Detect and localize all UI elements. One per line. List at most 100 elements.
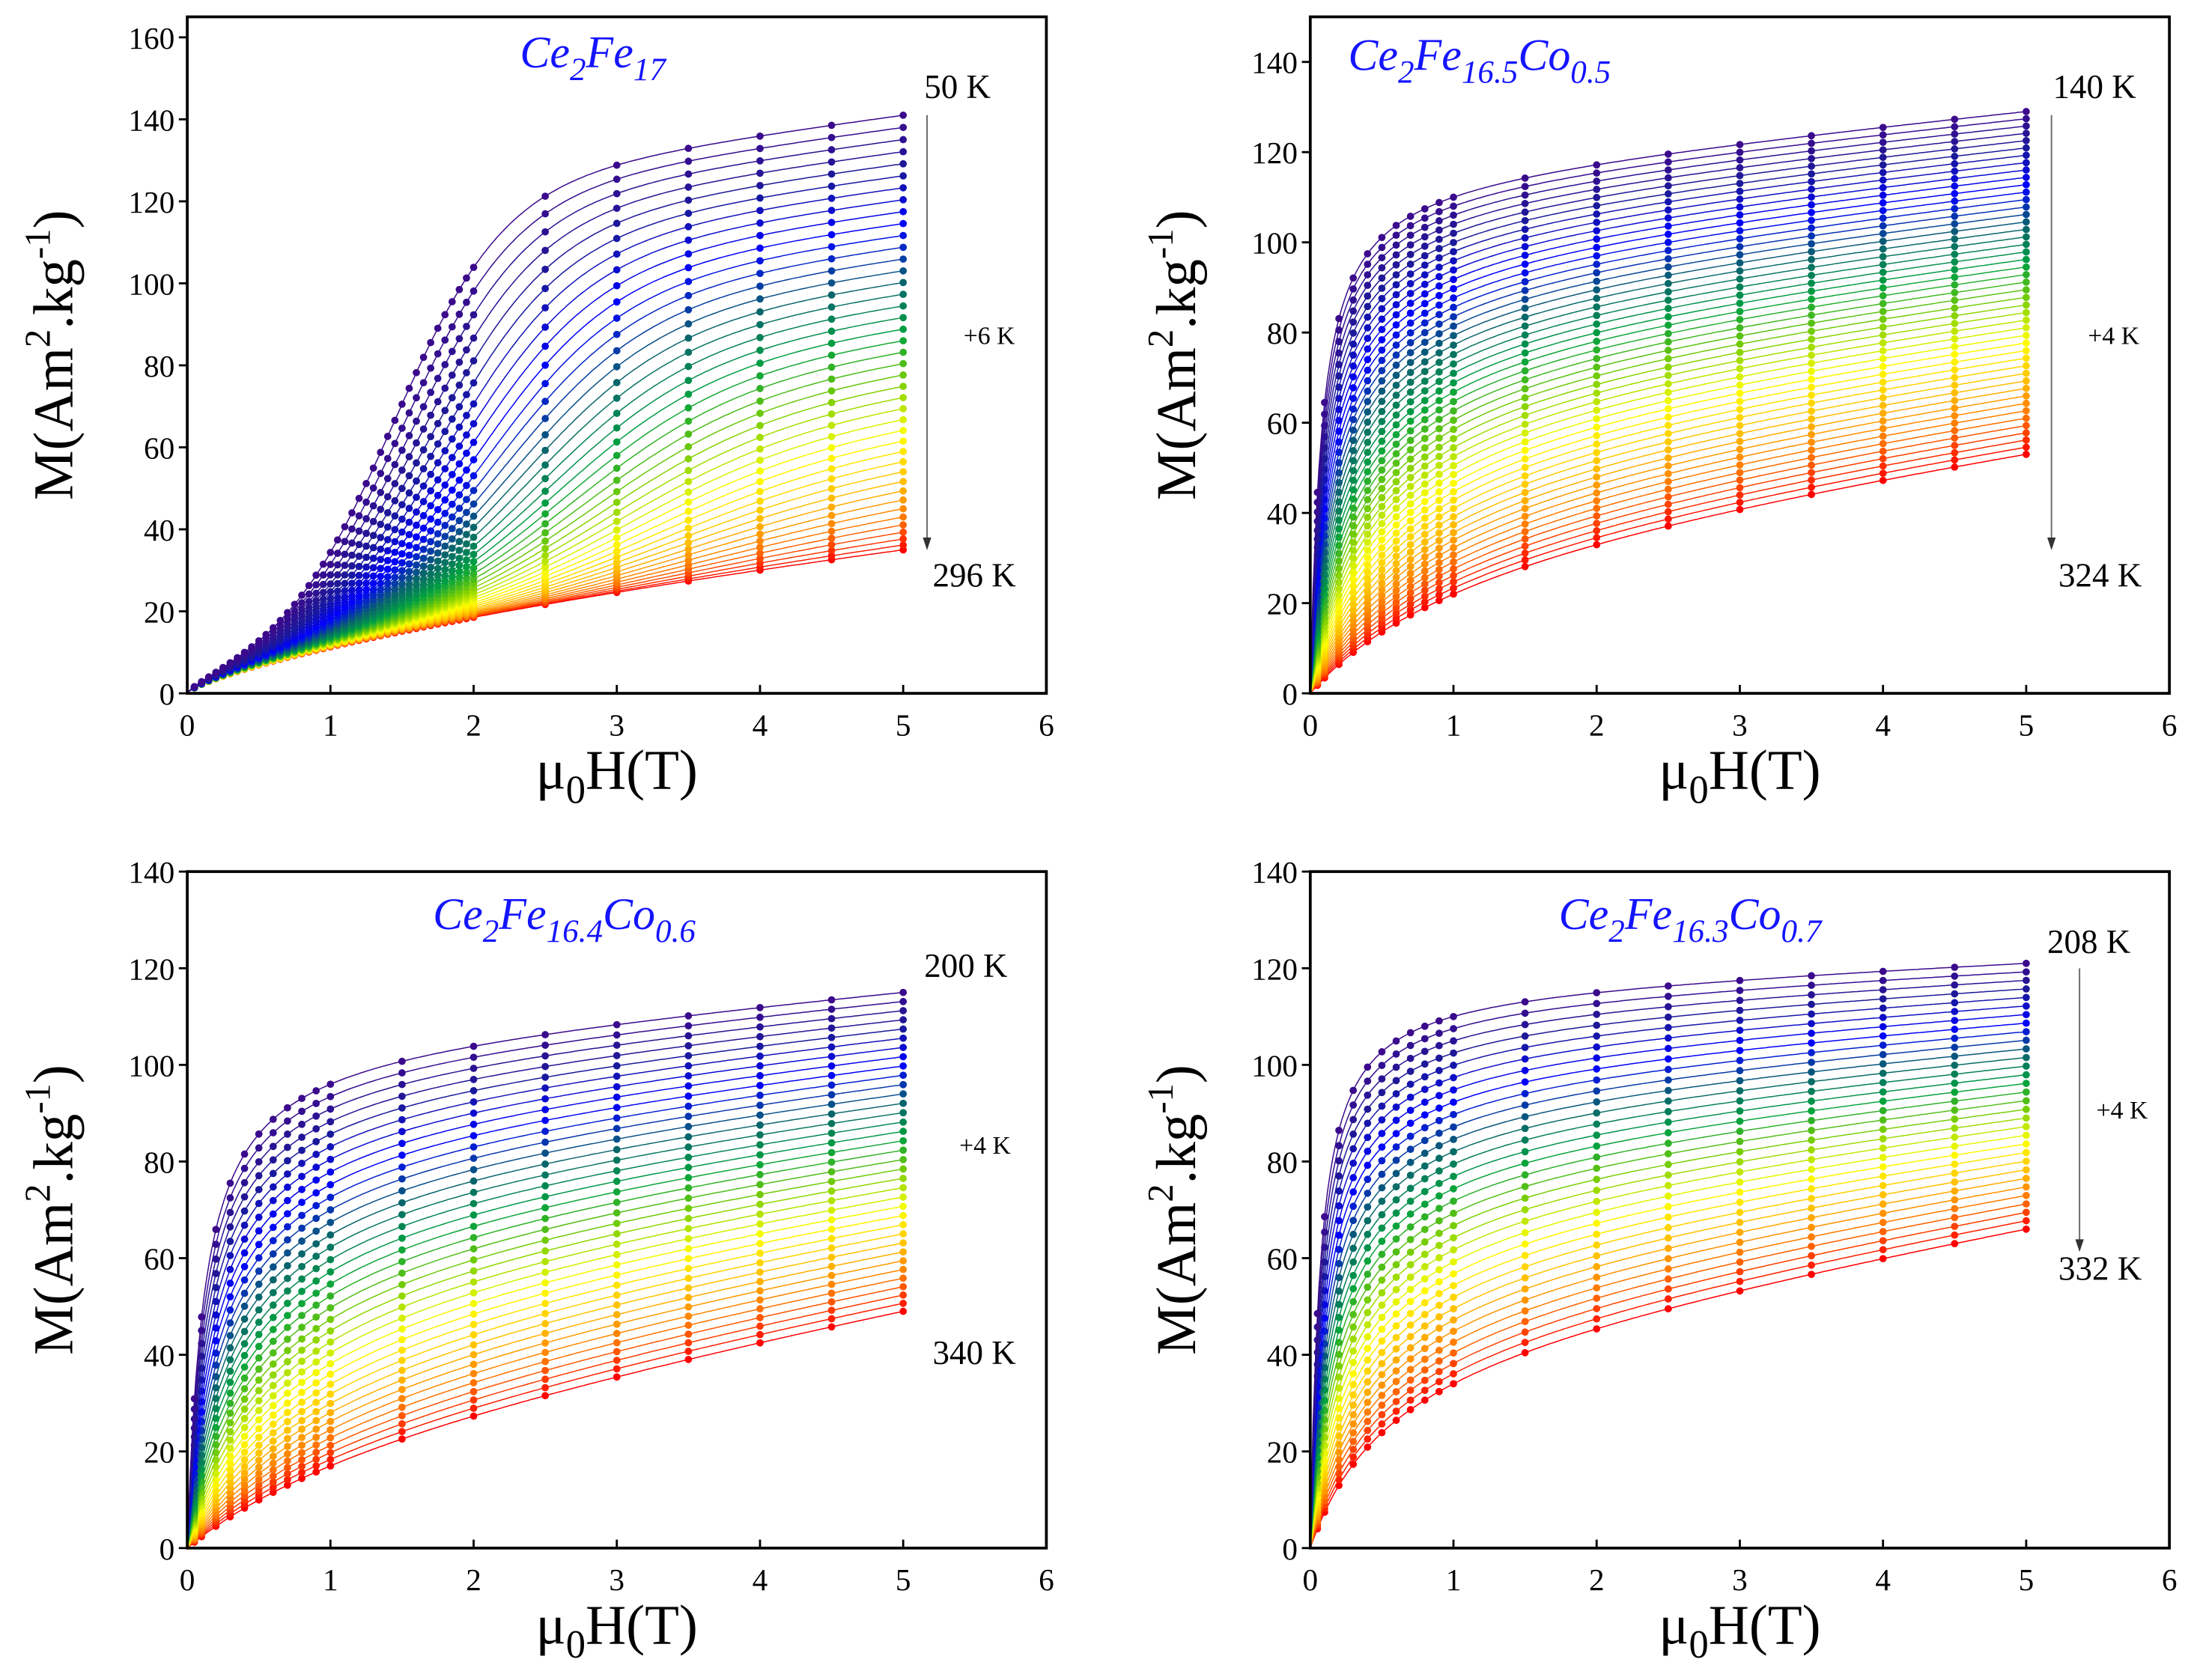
x-tick-label: 4	[753, 1562, 768, 1597]
data-point	[2023, 976, 2030, 984]
data-point	[756, 1023, 764, 1031]
data-point	[1406, 299, 1414, 307]
x-label-rest: H(T)	[1709, 740, 1821, 802]
data-point	[1321, 398, 1328, 407]
data-point	[470, 379, 478, 387]
data-point	[899, 207, 908, 216]
data-point	[398, 573, 406, 582]
data-point	[398, 1325, 406, 1333]
data-point	[226, 1223, 234, 1231]
data-point	[2023, 399, 2030, 407]
data-point	[756, 359, 764, 368]
chart-title-part: Fe	[1414, 31, 1462, 80]
data-point	[362, 498, 370, 506]
data-point	[298, 1346, 306, 1354]
data-point	[756, 1190, 764, 1199]
data-point	[541, 446, 549, 454]
data-point	[1450, 1270, 1457, 1278]
data-point	[899, 1230, 908, 1238]
data-point	[1736, 491, 1744, 499]
data-point	[1808, 1252, 1815, 1260]
data-point	[1420, 1149, 1429, 1157]
data-point	[1406, 309, 1414, 317]
data-point	[1435, 254, 1443, 262]
data-point	[413, 568, 420, 576]
data-point	[1593, 169, 1601, 177]
data-point	[262, 630, 270, 639]
data-point	[269, 1156, 277, 1164]
data-point	[899, 457, 908, 466]
data-point	[756, 1250, 764, 1257]
data-point	[1593, 1109, 1601, 1117]
data-point	[319, 606, 327, 615]
data-point	[441, 336, 449, 344]
data-point	[1450, 544, 1457, 552]
data-point	[827, 1289, 836, 1297]
data-point	[326, 1218, 335, 1226]
data-point	[398, 1187, 406, 1195]
data-point	[326, 1130, 335, 1138]
data-point	[269, 1437, 277, 1445]
data-point	[391, 497, 399, 505]
data-point	[2023, 115, 2030, 123]
data-point	[1951, 389, 1959, 397]
data-point	[1378, 1263, 1386, 1271]
data-point	[1435, 544, 1443, 553]
data-point	[2023, 233, 2030, 241]
data-point	[362, 597, 370, 605]
data-point	[391, 585, 399, 594]
data-point	[1450, 578, 1457, 586]
data-point	[613, 451, 621, 460]
data-point	[756, 410, 764, 417]
data-point	[1420, 1322, 1429, 1330]
data-point	[684, 1041, 693, 1050]
data-point	[1664, 158, 1672, 166]
data-point	[1879, 447, 1887, 455]
data-point	[1521, 252, 1529, 259]
data-point	[413, 459, 420, 467]
data-point	[1736, 299, 1744, 307]
data-point	[255, 1130, 263, 1138]
data-point	[463, 520, 470, 528]
data-point	[684, 1092, 693, 1101]
data-point	[1420, 553, 1429, 561]
data-point	[1406, 445, 1414, 454]
data-point	[1521, 1318, 1529, 1326]
data-point	[1879, 976, 1887, 984]
data-point	[1435, 291, 1443, 299]
data-point	[1406, 548, 1414, 556]
data-point	[1879, 1023, 1887, 1031]
data-point	[1664, 1129, 1672, 1136]
data-point	[541, 246, 549, 255]
temperature-step-label: +4 K	[959, 1132, 1011, 1160]
data-point	[1951, 1053, 1959, 1060]
data-point	[1435, 416, 1443, 424]
data-point	[1521, 463, 1529, 472]
data-point	[1808, 461, 1815, 469]
data-point	[312, 1253, 320, 1260]
data-point	[240, 1207, 249, 1215]
data-point	[684, 1122, 693, 1130]
data-point	[1736, 195, 1744, 203]
data-point	[2023, 271, 2030, 279]
data-point	[240, 1249, 249, 1257]
data-point	[1593, 294, 1601, 302]
data-point	[684, 390, 693, 398]
data-point	[398, 1403, 406, 1411]
data-point	[684, 532, 693, 540]
data-point	[1435, 198, 1443, 207]
data-point	[1664, 263, 1672, 271]
data-point	[1951, 281, 1959, 289]
data-point	[1364, 477, 1372, 485]
data-point	[2023, 1062, 2030, 1070]
data-point	[1664, 515, 1672, 523]
data-point	[1392, 231, 1400, 240]
data-point	[1664, 1255, 1672, 1263]
data-point	[1951, 1026, 1959, 1033]
data-point	[1664, 150, 1672, 158]
y-label-main: M(Am	[1146, 1202, 1208, 1355]
data-point	[470, 575, 478, 583]
data-point	[326, 1256, 335, 1264]
data-point	[298, 1462, 306, 1470]
data-point	[1664, 214, 1672, 222]
